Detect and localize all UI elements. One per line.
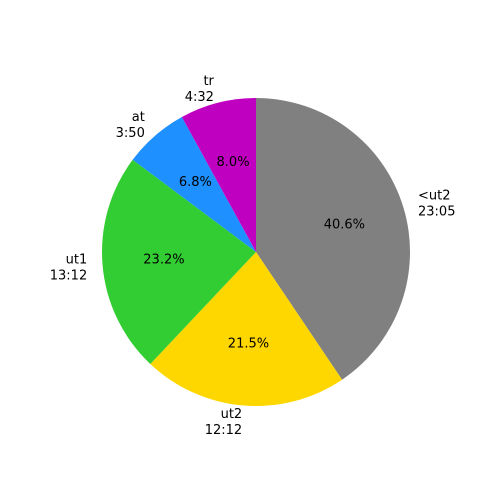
slice-name: ut2 <box>221 407 243 422</box>
slice-outer-label: <ut2 23:05 <box>418 188 455 219</box>
slice-time: 13:12 <box>50 269 87 284</box>
pie-slices <box>101 98 411 406</box>
pie-slice-5 <box>181 98 256 252</box>
slice-outer-label: ut2 12:12 <box>205 407 242 438</box>
pie-slice-1 <box>256 98 411 380</box>
slice-name: tr <box>203 74 214 89</box>
pie-labels: 40.6% <ut2 23:05 21.5% ut2 12:12 23.2% ut1 13:12… <box>50 74 456 438</box>
slice-percent-label: 21.5% <box>228 337 269 352</box>
slice-time: 23:05 <box>418 204 455 219</box>
slice-name: ut1 <box>66 253 88 268</box>
slice-percent-label: 23.2% <box>143 252 184 267</box>
pie-slice-4 <box>132 117 256 252</box>
slice-name: <ut2 <box>418 188 451 203</box>
slice-time: 3:50 <box>116 126 145 141</box>
slice-outer-label: at 3:50 <box>116 110 145 141</box>
slice-percent-label: 8.0% <box>217 155 250 170</box>
pie-slice-2 <box>150 252 343 406</box>
slice-time: 12:12 <box>205 423 242 438</box>
slice-time: 4:32 <box>185 90 214 105</box>
slice-outer-label: ut1 13:12 <box>50 253 87 284</box>
pie-slice-3 <box>101 159 256 365</box>
slice-percent-label: 6.8% <box>179 175 212 190</box>
slice-outer-label: tr 4:32 <box>185 74 215 105</box>
slice-percent-label: 40.6% <box>324 217 365 232</box>
slice-name: at <box>132 110 145 125</box>
